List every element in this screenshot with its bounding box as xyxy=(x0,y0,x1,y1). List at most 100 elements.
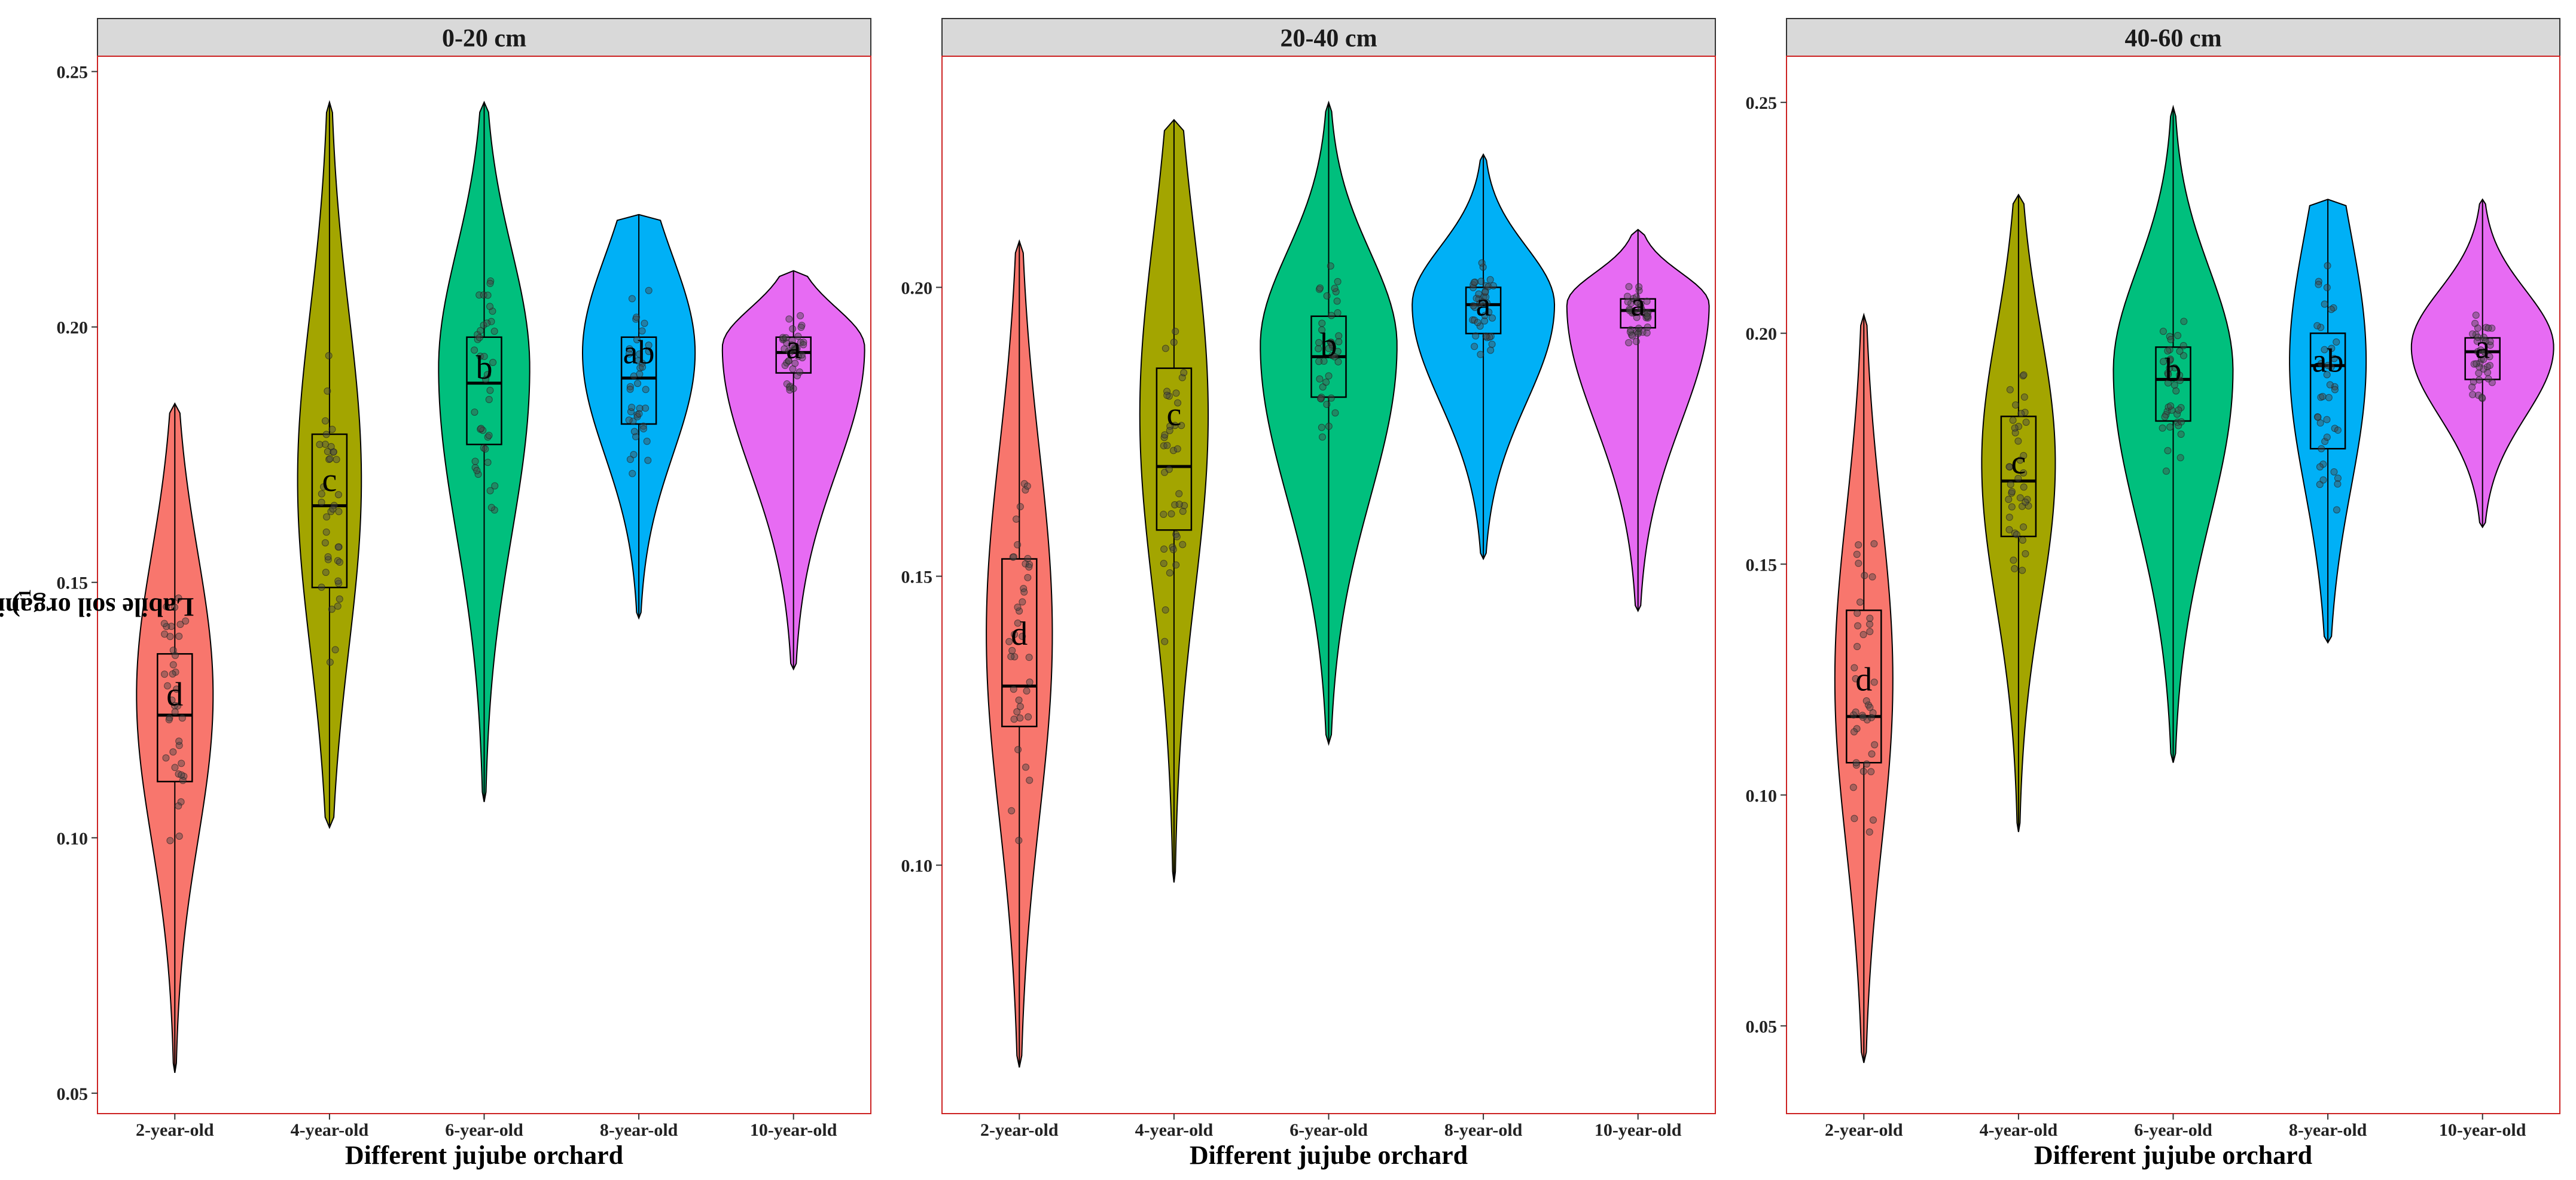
data-point xyxy=(487,277,495,285)
x-tick-label: 4-year-old xyxy=(1135,1120,1214,1140)
data-point xyxy=(336,559,343,566)
data-point xyxy=(1318,394,1325,401)
data-point xyxy=(1335,338,1343,346)
data-point xyxy=(487,504,495,511)
data-point xyxy=(2017,410,2025,417)
data-point xyxy=(2472,312,2480,319)
significance-letter: c xyxy=(1166,396,1181,433)
data-point xyxy=(1489,282,1497,289)
data-point xyxy=(1625,283,1633,291)
data-point xyxy=(328,605,336,613)
data-point xyxy=(1328,341,1336,349)
data-point xyxy=(1162,606,1169,614)
data-point xyxy=(1854,622,1862,630)
data-point xyxy=(626,383,634,391)
data-point xyxy=(1318,319,1326,327)
x-tick-label: 4-year-old xyxy=(1980,1120,2058,1140)
data-point xyxy=(1868,750,1876,758)
x-tick-label: 8-year-old xyxy=(1444,1120,1523,1140)
data-point xyxy=(2174,331,2182,339)
data-point xyxy=(2166,346,2173,353)
data-point xyxy=(2005,513,2013,521)
violin-group-2: 4-year-old c xyxy=(1135,118,1214,1140)
data-point xyxy=(1865,828,1873,836)
data-point xyxy=(1327,394,1335,402)
data-point xyxy=(1331,285,1339,292)
data-point xyxy=(1024,554,1032,562)
box xyxy=(466,336,502,446)
data-point xyxy=(2478,394,2486,401)
data-point xyxy=(2179,342,2187,349)
data-point xyxy=(1318,423,1325,431)
y-tick-label: 0.10 xyxy=(901,856,933,876)
data-point xyxy=(794,353,802,361)
data-point xyxy=(1474,319,1481,327)
data-point xyxy=(644,456,652,464)
data-point xyxy=(1856,598,1864,606)
data-point xyxy=(2334,426,2342,434)
data-point xyxy=(2005,526,2013,533)
data-point xyxy=(490,327,498,335)
data-point xyxy=(1163,391,1171,399)
data-point xyxy=(1851,664,1858,672)
data-point xyxy=(1870,540,1878,548)
data-point xyxy=(2177,431,2185,438)
data-point xyxy=(645,342,653,349)
data-point xyxy=(1470,279,1478,286)
facet-strip-title: 0-20 cm xyxy=(442,25,526,53)
data-point xyxy=(2170,364,2178,371)
y-tick-label: 0.15 xyxy=(901,568,933,587)
data-point xyxy=(1161,431,1169,439)
data-point xyxy=(1315,339,1323,346)
data-point xyxy=(1014,541,1022,548)
data-point xyxy=(175,594,182,602)
facet-panel-2: 20-40 cm 0.10 0.15 0.20 Different jujube orc… xyxy=(901,18,1716,1170)
data-point xyxy=(336,595,343,603)
data-point xyxy=(335,508,343,516)
data-point xyxy=(2180,318,2188,325)
data-point xyxy=(789,385,797,392)
data-point xyxy=(1010,553,1017,561)
data-point xyxy=(175,737,183,745)
data-point xyxy=(1471,343,1478,350)
data-point xyxy=(477,327,484,334)
significance-letter: b xyxy=(476,349,493,386)
data-point xyxy=(175,802,182,810)
data-point xyxy=(1851,815,1858,822)
data-point xyxy=(1173,533,1181,541)
data-point xyxy=(2020,371,2028,379)
data-point xyxy=(2470,378,2477,386)
data-point xyxy=(177,798,185,806)
data-point xyxy=(324,553,332,560)
data-point xyxy=(1015,696,1023,704)
data-point xyxy=(1637,303,1645,311)
data-point xyxy=(2008,503,2016,511)
data-point xyxy=(2486,362,2493,370)
data-point xyxy=(1855,559,1862,567)
data-point xyxy=(1472,332,1480,340)
data-point xyxy=(2468,330,2476,338)
data-point xyxy=(2176,347,2184,355)
data-point xyxy=(1481,317,1489,325)
data-point xyxy=(1316,395,1324,403)
data-point xyxy=(1319,433,1327,441)
data-point xyxy=(160,620,168,627)
data-point xyxy=(2313,413,2321,420)
data-point xyxy=(1163,441,1171,449)
x-axis-title: Different jujube orchard xyxy=(345,1141,623,1170)
data-point xyxy=(2165,379,2172,387)
data-point xyxy=(1172,328,1179,336)
data-point xyxy=(626,385,634,393)
data-point xyxy=(1478,259,1486,267)
data-point xyxy=(1861,572,1868,580)
data-point xyxy=(794,372,801,380)
data-point xyxy=(2175,406,2182,414)
data-point xyxy=(2333,506,2340,514)
significance-letter: d xyxy=(1855,661,1872,698)
y-tick-label: 0.20 xyxy=(1746,324,1778,344)
data-point xyxy=(1016,703,1024,711)
violin-group-4: 8-year-old ab xyxy=(2289,199,2367,1140)
data-point xyxy=(638,327,646,335)
data-point xyxy=(1325,422,1333,430)
data-point xyxy=(645,286,653,294)
